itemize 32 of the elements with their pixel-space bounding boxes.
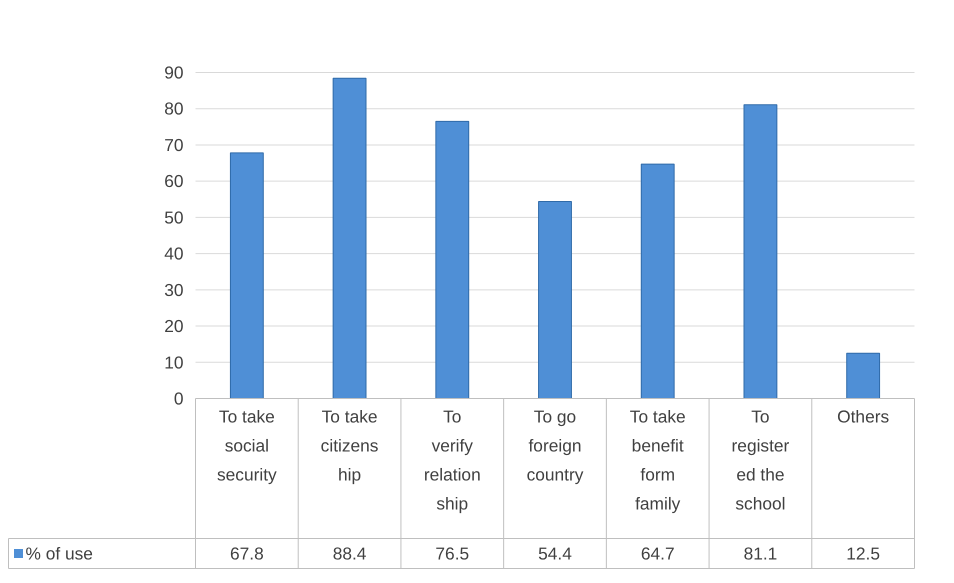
bar bbox=[230, 152, 264, 399]
data-label: 67.8 bbox=[230, 544, 264, 564]
y-tick-label: 90 bbox=[164, 62, 184, 82]
x-tick-label: To take social security bbox=[217, 406, 278, 484]
x-tick-label: To take citizens hip bbox=[320, 406, 379, 484]
legend-label: % of use bbox=[26, 544, 93, 564]
data-label: 76.5 bbox=[435, 544, 470, 564]
y-tick-label: 40 bbox=[164, 244, 184, 264]
x-tick-label: Others bbox=[837, 406, 890, 426]
y-tick-label: 0 bbox=[174, 388, 184, 408]
y-tick-label: 30 bbox=[164, 280, 184, 300]
x-tick-label: To take benefit form family bbox=[630, 406, 686, 514]
y-tick-label: 50 bbox=[164, 207, 184, 228]
bar bbox=[332, 78, 367, 399]
y-tick-label: 80 bbox=[164, 98, 184, 119]
y-tick-label: 60 bbox=[164, 171, 184, 192]
y-tick-label: 70 bbox=[164, 134, 184, 155]
data-label: 54.4 bbox=[538, 544, 572, 564]
data-label: 81.1 bbox=[744, 544, 778, 564]
data-label: 88.4 bbox=[332, 544, 367, 564]
y-tick-label: 10 bbox=[164, 352, 184, 372]
data-label: 64.7 bbox=[640, 544, 675, 564]
data-label: 12.5 bbox=[846, 544, 880, 564]
bar bbox=[846, 352, 880, 399]
x-tick-label: To verify relation ship bbox=[424, 406, 481, 514]
x-tick-label: To register ed the school bbox=[732, 406, 790, 514]
bar bbox=[435, 120, 470, 399]
bar bbox=[743, 104, 778, 399]
bar bbox=[538, 200, 572, 399]
y-tick-label: 20 bbox=[164, 316, 184, 336]
bar bbox=[640, 164, 675, 399]
x-tick-label: To go foreign country bbox=[526, 406, 584, 484]
